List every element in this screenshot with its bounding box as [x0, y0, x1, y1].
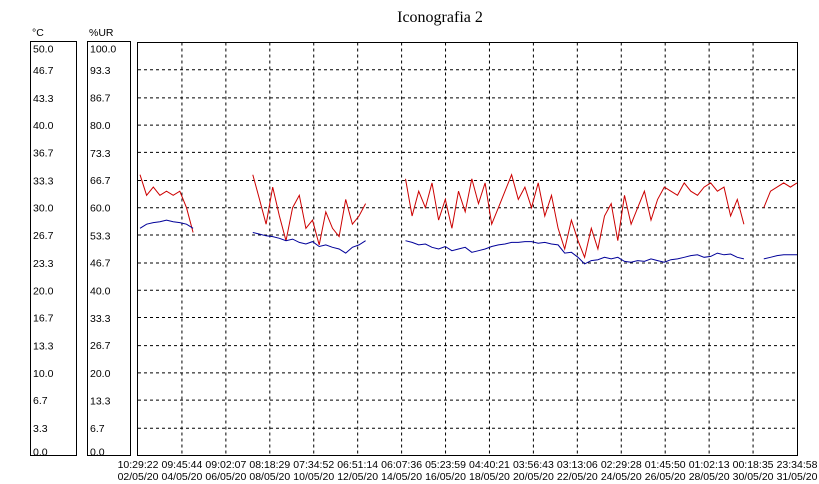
x-tick-label: 18/05/20	[469, 471, 510, 483]
x-tick-label: 24/05/20	[601, 471, 642, 483]
y-tick-label: 50.0	[33, 44, 54, 56]
x-tick-label: 08/05/20	[249, 471, 290, 483]
y-axis-box	[30, 41, 77, 456]
y-tick-label: 43.3	[33, 93, 54, 105]
y-tick-label: 13.3	[33, 341, 54, 353]
y2-tick-label: 100.0	[90, 44, 116, 56]
y-tick-label: 30.0	[33, 203, 54, 215]
y2-tick-label: 80.0	[90, 120, 111, 132]
y2-tick-label: 33.3	[90, 313, 111, 325]
y2-tick-label: 86.7	[90, 92, 111, 104]
y-tick-label: 16.7	[33, 313, 54, 325]
y2-axis-label: %UR	[89, 27, 114, 39]
y2-tick-label: 40.0	[90, 285, 111, 297]
x-tick-label: 07:34:52	[293, 459, 334, 471]
y-tick-label: 20.0	[33, 285, 54, 297]
y-tick-label: 46.7	[33, 65, 54, 77]
x-tick-label: 00:18:35	[733, 459, 774, 471]
y-tick-label: 40.0	[33, 120, 54, 132]
x-tick-label: 09:45:44	[161, 459, 202, 471]
x-tick-label: 02/05/20	[118, 471, 159, 483]
y-tick-label: 10.0	[33, 368, 54, 380]
y-tick-label: 26.7	[33, 230, 54, 242]
y2-tick-label: 26.7	[90, 340, 111, 352]
y2-tick-label: 6.7	[90, 423, 105, 435]
x-tick-label: 08:18:29	[249, 459, 290, 471]
y-tick-label: 0.0	[33, 447, 48, 459]
y2-tick-label: 13.3	[90, 396, 111, 408]
plot-frame	[137, 42, 798, 456]
y2-axis-box	[87, 41, 131, 456]
x-tick-label: 12/05/20	[337, 471, 378, 483]
x-tick-label: 06/05/20	[205, 471, 246, 483]
x-tick-label: 23:34:58	[777, 459, 818, 471]
x-tick-label: 01:45:50	[645, 459, 686, 471]
y-tick-label: 6.7	[33, 395, 48, 407]
chart-title: Iconografia 2	[397, 9, 483, 26]
x-tick-label: 26/05/20	[645, 471, 686, 483]
x-tick-label: 06:07:36	[381, 459, 422, 471]
x-tick-label: 04:40:21	[469, 459, 510, 471]
x-tick-label: 28/05/20	[689, 471, 730, 483]
y-tick-label: 33.3	[33, 175, 54, 187]
y2-tick-label: 60.0	[90, 203, 111, 215]
y-tick-label: 36.7	[33, 147, 54, 159]
x-tick-label: 30/05/20	[733, 471, 774, 483]
y2-tick-label: 73.3	[90, 148, 111, 160]
x-tick-label: 09:02:07	[205, 459, 246, 471]
data-line	[139, 173, 798, 259]
y-axis-label: °C	[32, 27, 44, 39]
x-tick-label: 05:23:59	[425, 459, 466, 471]
data-line	[139, 219, 797, 265]
y-tick-label: 3.3	[33, 423, 48, 435]
x-tick-label: 14/05/20	[381, 471, 422, 483]
x-tick-label: 06:51:14	[337, 459, 378, 471]
x-tick-label: 01:02:13	[689, 459, 730, 471]
y2-tick-label: 66.7	[90, 175, 111, 187]
y2-tick-label: 93.3	[90, 65, 111, 77]
x-tick-label: 10/05/20	[293, 471, 334, 483]
x-tick-label: 20/05/20	[513, 471, 554, 483]
y2-tick-label: 46.7	[90, 258, 111, 270]
x-tick-label: 03:56:43	[513, 459, 554, 471]
x-tick-label: 22/05/20	[557, 471, 598, 483]
x-tick-label: 02:29:28	[601, 459, 642, 471]
x-tick-label: 31/05/20	[777, 471, 818, 483]
x-tick-label: 10:29:22	[118, 459, 159, 471]
x-tick-label: 04/05/20	[161, 471, 202, 483]
x-tick-label: 16/05/20	[425, 471, 466, 483]
y2-tick-label: 20.0	[90, 368, 111, 380]
y2-tick-label: 53.3	[90, 230, 111, 242]
x-tick-label: 03:13:06	[557, 459, 598, 471]
y-tick-label: 23.3	[33, 258, 54, 270]
y2-tick-label: 0.0	[90, 447, 105, 459]
